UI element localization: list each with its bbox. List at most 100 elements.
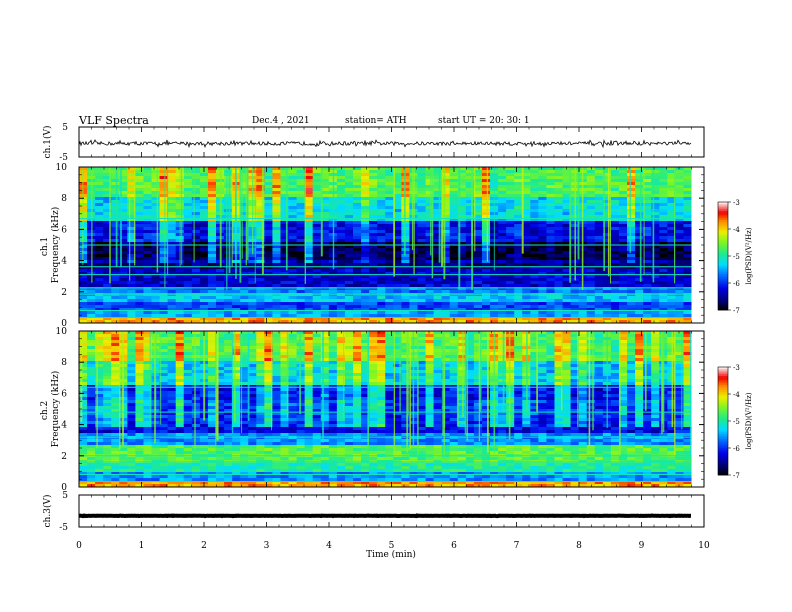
spectrogram-cell — [337, 302, 346, 306]
spectrogram-cell — [280, 203, 289, 207]
spectrogram-cell — [490, 314, 499, 318]
spectrogram-cell — [143, 424, 152, 428]
spectrogram-cell — [192, 290, 201, 294]
spectrogram-cell — [417, 302, 426, 306]
spectrogram-cell — [627, 314, 636, 318]
spectrogram-cell — [280, 176, 289, 180]
spectrogram-cell — [434, 269, 443, 273]
spectrogram-cell — [313, 260, 322, 264]
spectrogram-cell — [176, 415, 185, 419]
spectrogram-cell — [152, 305, 161, 309]
spectrogram-cell — [369, 290, 378, 294]
spectrogram-cell — [611, 206, 620, 210]
spectrogram-cell — [635, 182, 644, 186]
spectrogram-cell — [442, 311, 451, 315]
spectrogram-cell — [442, 314, 451, 318]
spectrogram-cell — [184, 379, 193, 383]
spectrogram-cell — [530, 239, 539, 243]
spectrogram-cell — [264, 203, 273, 207]
spectrogram-cell — [313, 206, 322, 210]
spectrogram-cell — [111, 299, 120, 303]
spectrogram-cell — [554, 182, 563, 186]
spectrogram-cell — [119, 293, 128, 297]
spectrogram-cell — [651, 248, 660, 252]
spectrogram-cell — [224, 197, 233, 201]
spectrogram-cell — [135, 215, 144, 219]
spectrogram-cell — [466, 194, 475, 198]
spectrogram-cell — [297, 227, 306, 231]
spectrogram-cell — [369, 191, 378, 195]
spectrogram-cell — [498, 200, 507, 204]
spectrogram-cell — [208, 182, 217, 186]
spectrogram-cell — [143, 230, 152, 234]
spectrogram-cell — [683, 182, 692, 186]
spectrogram-cell — [635, 296, 644, 300]
spectrogram-cell — [160, 311, 169, 315]
spectrogram-cell — [168, 403, 177, 407]
spectrogram-cell — [135, 188, 144, 192]
spectrogram-cell — [538, 275, 547, 279]
spectrogram-cell — [160, 182, 169, 186]
spectrogram-cell — [611, 296, 620, 300]
spectrogram-cell — [103, 293, 112, 297]
spectrogram-cell — [184, 278, 193, 282]
spectrogram-cell — [143, 284, 152, 288]
spectrogram-cell — [345, 293, 354, 297]
spectrogram-cell — [587, 221, 596, 225]
spectrogram-cell — [538, 290, 547, 294]
spectrogram-cell — [79, 314, 88, 318]
spectrogram-cell — [200, 203, 209, 207]
spectrogram-cell — [506, 197, 515, 201]
spectrogram-cell — [143, 311, 152, 315]
spectrogram-cell — [611, 197, 620, 201]
spectrogram-cell — [79, 355, 88, 359]
spectrogram-cell — [143, 376, 152, 380]
spectrogram-cell — [176, 418, 185, 422]
spectrogram-cell — [337, 188, 346, 192]
start-time-label: start UT = 20: 30: 1 — [438, 116, 530, 126]
spectrogram-cell — [119, 269, 128, 273]
spectrogram-cell — [127, 421, 136, 425]
spectrogram-cell — [514, 284, 523, 288]
spectrogram-cell — [675, 227, 684, 231]
spectrogram-cell — [192, 179, 201, 183]
spectrogram-cell — [111, 397, 120, 401]
spectrogram-cell — [377, 236, 386, 240]
spectrogram-cell — [546, 269, 555, 273]
spectrogram-cell — [514, 299, 523, 303]
spectrogram-cell — [192, 236, 201, 240]
spectrogram-cell — [434, 305, 443, 309]
spectrogram-cell — [563, 290, 572, 294]
spectrogram-cell — [160, 251, 169, 255]
spectrogram-cell — [103, 388, 112, 392]
spectrogram-cell — [289, 257, 298, 261]
spectrogram-cell — [401, 257, 410, 261]
spectrogram-cell — [143, 340, 152, 344]
spectrogram-cell — [95, 224, 104, 228]
spectrogram-cell — [264, 206, 273, 210]
spectrogram-cell — [248, 302, 257, 306]
spectrogram-cell — [434, 221, 443, 225]
spectrogram-cell — [587, 197, 596, 201]
spectrogram-cell — [152, 245, 161, 249]
spectrogram-cell — [95, 275, 104, 279]
spectrogram-cell — [546, 233, 555, 237]
spectrogram-cell — [176, 430, 185, 434]
spectrogram-cell — [659, 284, 668, 288]
spectrogram-cell — [272, 257, 281, 261]
spectrogram-cell — [152, 445, 161, 449]
spectrogram-cell — [546, 230, 555, 234]
spectrogram-cell — [651, 176, 660, 180]
spectrogram-cell — [168, 275, 177, 279]
spectrogram-cell — [466, 281, 475, 285]
spectrogram-cell — [619, 182, 628, 186]
spectrogram-cell — [208, 230, 217, 234]
spectrogram-cell — [587, 206, 596, 210]
spectrogram-cell — [683, 188, 692, 192]
spectrogram-cell — [224, 278, 233, 282]
spectrogram-cell — [321, 302, 330, 306]
spectrogram-cell — [683, 281, 692, 285]
spectrogram-cell — [111, 427, 120, 431]
spectrogram-cell — [200, 215, 209, 219]
spectrogram-cell — [95, 293, 104, 297]
